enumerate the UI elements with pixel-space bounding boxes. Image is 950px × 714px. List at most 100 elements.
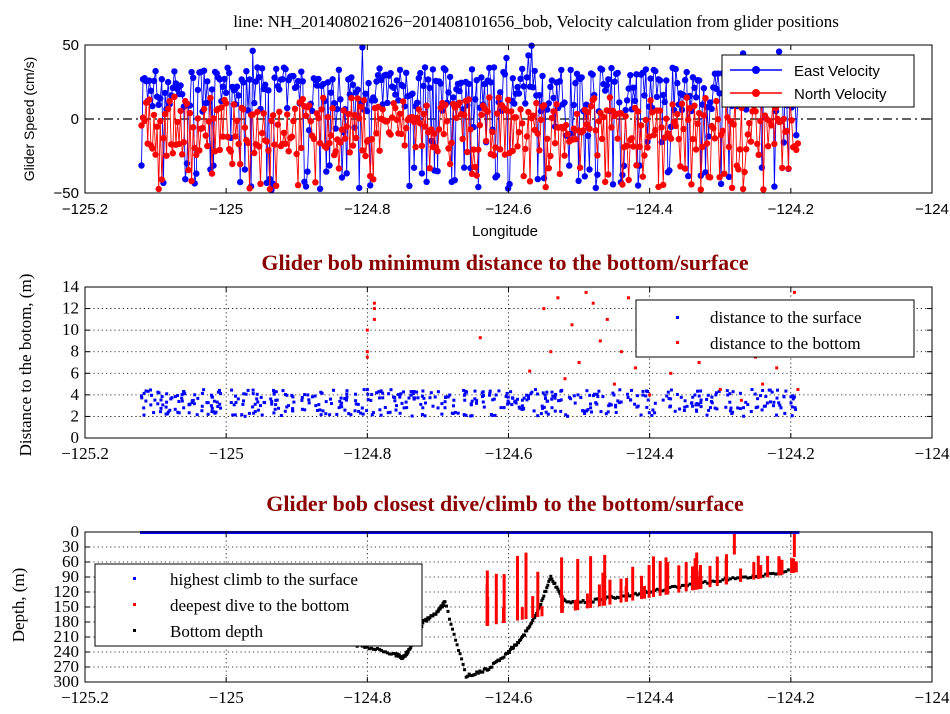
y-tick-label: 270	[54, 657, 80, 676]
data-point	[793, 406, 797, 410]
data-point	[581, 599, 585, 603]
data-point	[655, 587, 659, 591]
data-point	[253, 410, 257, 414]
y-tick-label: 0	[71, 428, 80, 447]
data-point	[718, 579, 722, 583]
data-point	[367, 647, 371, 651]
data-point	[517, 75, 524, 83]
data-point	[149, 102, 156, 110]
data-point	[146, 96, 153, 103]
data-point	[454, 638, 458, 642]
data-point	[159, 410, 162, 414]
data-point	[218, 402, 222, 406]
data-point	[550, 406, 554, 410]
data-point	[171, 93, 178, 101]
data-point	[586, 408, 590, 412]
data-point	[157, 95, 164, 102]
data-point	[775, 48, 783, 55]
data-point	[210, 393, 213, 397]
data-point	[558, 66, 565, 74]
data-point	[484, 108, 491, 115]
y-tick-label: 2	[71, 406, 80, 425]
data-point	[775, 366, 779, 370]
data-point	[475, 183, 482, 191]
data-point	[602, 178, 609, 186]
data-point	[164, 105, 172, 113]
data-point	[618, 388, 622, 392]
data-point	[738, 407, 742, 411]
data-point	[517, 641, 521, 645]
data-point	[764, 572, 768, 576]
data-point	[634, 182, 642, 189]
data-point	[354, 402, 358, 406]
data-point	[473, 389, 477, 393]
data-point	[455, 643, 459, 647]
data-point	[683, 399, 687, 403]
data-point	[279, 414, 283, 417]
data-point	[307, 398, 311, 402]
data-point	[546, 583, 550, 587]
data-point	[409, 393, 413, 397]
data-point	[547, 579, 551, 583]
x-tick-label: −124.2	[768, 201, 814, 218]
data-point	[669, 101, 676, 108]
data-point	[536, 392, 539, 396]
data-point	[473, 77, 480, 84]
data-point	[326, 162, 333, 169]
data-point	[307, 118, 314, 125]
data-point	[212, 399, 216, 403]
velocity-panel: line: NH_201408021626−201408101656_bob, …	[21, 12, 949, 240]
data-point	[645, 405, 649, 409]
data-point	[476, 122, 484, 129]
x-tick-label: −124.4	[626, 688, 674, 707]
data-point	[303, 408, 307, 412]
data-point	[374, 72, 382, 79]
data-point	[396, 393, 400, 397]
data-point	[528, 624, 532, 628]
data-point	[545, 165, 552, 172]
data-point	[660, 91, 667, 99]
data-point	[780, 115, 787, 123]
data-point	[418, 142, 426, 149]
data-point	[560, 388, 564, 392]
data-point	[764, 395, 768, 398]
data-point	[166, 98, 173, 105]
data-point	[340, 107, 347, 114]
data-point	[691, 84, 698, 92]
data-point	[550, 397, 554, 401]
data-point	[469, 414, 473, 418]
data-point	[619, 400, 623, 404]
data-point	[522, 145, 529, 153]
data-point	[749, 410, 753, 413]
data-point	[519, 120, 526, 127]
data-point	[642, 66, 650, 73]
data-point	[340, 405, 344, 409]
velocity-legend: East Velocity North Velocity	[721, 54, 915, 108]
data-point	[475, 399, 479, 403]
data-point	[514, 83, 521, 91]
data-point	[343, 397, 347, 401]
data-point	[443, 400, 447, 404]
data-point	[345, 389, 349, 393]
data-point	[371, 647, 375, 651]
data-point	[218, 104, 225, 111]
data-point	[531, 67, 538, 75]
data-point	[784, 389, 788, 393]
data-point	[506, 180, 513, 188]
data-point	[212, 410, 215, 414]
data-point	[511, 100, 518, 107]
data-point	[241, 124, 249, 131]
data-point	[553, 101, 560, 108]
data-point	[367, 182, 374, 189]
data-point	[636, 593, 640, 597]
data-point	[170, 396, 174, 400]
data-point	[284, 104, 291, 112]
data-point	[606, 94, 614, 101]
data-point	[443, 600, 447, 604]
data-point	[559, 409, 563, 413]
data-point	[305, 127, 313, 134]
data-point	[679, 395, 683, 399]
data-point	[423, 102, 430, 109]
data-point	[351, 111, 358, 119]
data-point	[445, 89, 452, 96]
